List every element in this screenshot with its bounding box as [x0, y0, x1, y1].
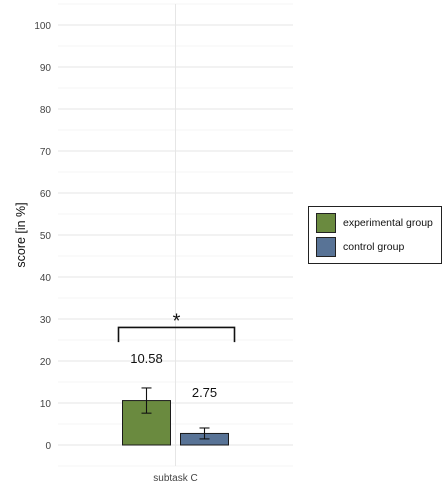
y-tick-label: 50	[40, 231, 52, 242]
legend-item-control: control group	[316, 237, 404, 257]
y-axis-label: score [in %]	[14, 202, 28, 267]
y-tick-label: 60	[40, 189, 52, 200]
legend-label-control: control group	[343, 241, 405, 253]
y-tick-label: 70	[40, 147, 52, 158]
y-tick-label: 10	[40, 399, 52, 410]
y-axis: 0 10 20 30 40 50 60 70 80 90 100	[34, 21, 51, 452]
significance-annotation: *	[117, 310, 236, 343]
y-tick-label: 80	[40, 105, 52, 116]
value-label-control: 2.75	[192, 385, 217, 400]
value-label-experimental: 10.58	[130, 351, 163, 366]
error-bars	[141, 387, 210, 440]
legend-swatch-experimental	[316, 213, 336, 233]
x-tick-label: subtask C	[153, 473, 197, 484]
y-tick-label: 20	[40, 357, 52, 368]
legend: experimental group control group	[308, 206, 442, 264]
legend-label-experimental: experimental group	[343, 217, 433, 229]
y-tick-label: 0	[45, 441, 51, 452]
value-labels: 10.58 2.75	[130, 351, 217, 400]
y-tick-label: 30	[40, 315, 52, 326]
gridlines	[58, 3, 293, 467]
y-tick-label: 100	[34, 21, 51, 32]
significance-star: *	[173, 310, 181, 332]
legend-item-experimental: experimental group	[316, 213, 433, 233]
legend-swatch-control	[316, 237, 336, 257]
x-axis: subtask C	[153, 473, 197, 484]
y-tick-label: 90	[40, 63, 52, 74]
y-tick-label: 40	[40, 273, 52, 284]
significance-bracket	[117, 326, 236, 343]
